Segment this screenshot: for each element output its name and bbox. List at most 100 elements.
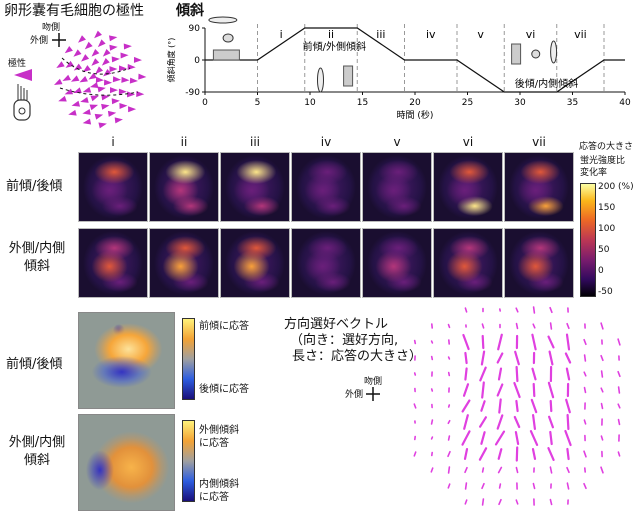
direction-vector-75 [498, 398, 502, 414]
direction-vector-10 [481, 323, 485, 329]
direction-vector-134 [464, 482, 468, 490]
direction-vector-124 [464, 466, 468, 474]
polarity-arrow-45 [127, 91, 136, 98]
column-label-iv: iv [320, 135, 332, 149]
roll-colorbar [182, 420, 195, 502]
vector-compass-rostral: 吻側 [364, 377, 383, 387]
y-tick-label: 0 [194, 56, 200, 66]
direction-vector-53 [565, 367, 571, 381]
direction-vector-114 [497, 448, 503, 460]
polarity-arrow-8 [101, 94, 110, 101]
hair-bundle-icon [13, 84, 31, 121]
pitch-heatmap-ii [149, 152, 219, 222]
polarity-arrow-4 [88, 72, 97, 80]
direction-vector-143 [481, 498, 485, 506]
direction-vector-0 [464, 307, 468, 313]
polarity-arrow-54 [78, 35, 86, 43]
polarity-arrow-30 [118, 88, 127, 95]
striola-line [59, 57, 139, 96]
direction-vector-78 [549, 399, 553, 413]
polarity-arrow-16 [112, 76, 121, 83]
direction-vector-40 [564, 352, 572, 364]
colorbar-tick: 0 [598, 266, 604, 276]
fish-tilted-icon [317, 65, 354, 93]
direction-vector-3 [515, 307, 519, 313]
direction-vector-72 [447, 404, 451, 408]
x-tick-label: 10 [304, 98, 316, 108]
colorbar-title-3: 変化率 [580, 168, 608, 178]
direction-vector-93 [583, 419, 587, 425]
direction-vector-147 [549, 498, 553, 506]
polarity-arrow-6 [103, 69, 112, 77]
direction-vector-123 [447, 466, 451, 474]
polarity-arrow-21 [73, 87, 82, 94]
direction-vector-26 [547, 335, 555, 349]
compass-cross-icon [52, 33, 66, 47]
direction-vector-65 [547, 381, 555, 399]
vector-compass-lateral: 外側 [345, 390, 364, 400]
direction-vector-133 [447, 483, 451, 489]
direction-vector-22 [481, 334, 485, 350]
label-pitch-lateral: 前傾/外側傾斜 [303, 40, 366, 53]
polarity-arrow-38 [73, 49, 82, 57]
y-axis-label: 傾斜角度 (°) [166, 38, 176, 83]
vector-legend-title: 方向選好ベクトル [284, 317, 389, 332]
direction-vector-127 [515, 466, 519, 474]
direction-vector-68 [600, 387, 604, 393]
column-label-vii: vii [532, 135, 546, 149]
polarity-arrow-49 [68, 109, 77, 116]
pitch-heatmap-vi [433, 152, 503, 222]
direction-vector-140 [566, 482, 570, 490]
vector-compass-cross-icon [366, 387, 380, 401]
direction-vector-36 [496, 352, 504, 364]
polarity-arrow-24 [81, 54, 90, 62]
direction-vector-142 [464, 499, 468, 505]
polarity-arrow-28 [118, 65, 127, 72]
roll-high-label: 外側傾斜 に応答 [199, 425, 239, 449]
polarity-arrow-3 [89, 82, 99, 88]
column-label-vi: vi [462, 135, 474, 149]
direction-vector-101 [494, 430, 506, 446]
hair-cell-polarity-map [54, 30, 147, 129]
bottom-row-label-pitch: 前傾/後傾 [6, 357, 63, 372]
right-title: 傾斜 [176, 3, 204, 19]
x-tick-label: 0 [202, 98, 208, 108]
pitch-low-label: 後傾に応答 [199, 384, 249, 395]
polarity-arrow-18 [101, 103, 110, 110]
direction-vector-130 [566, 466, 570, 474]
roll-heatmap-iv [291, 228, 361, 298]
polarity-arrow-27 [111, 56, 120, 63]
direction-vector-102 [514, 431, 520, 445]
direction-vector-17 [600, 322, 604, 330]
direction-vector-62 [496, 383, 504, 397]
polarity-arrow-58 [133, 56, 142, 63]
direction-vector-92 [566, 413, 570, 431]
direction-vector-54 [583, 371, 587, 377]
direction-vector-33 [447, 356, 451, 360]
direction-vector-34 [464, 351, 468, 365]
vector-legend-line2: （向き：選好方向, [290, 333, 399, 348]
direction-vector-74 [480, 400, 486, 412]
x-tick-label: 30 [514, 98, 526, 108]
polarity-arrow-36 [62, 74, 71, 82]
direction-vector-21 [462, 333, 470, 351]
direction-vector-88 [496, 414, 504, 430]
direction-vector-91 [548, 415, 554, 429]
polarity-arrow-46 [119, 102, 128, 109]
direction-vector-46 [447, 371, 451, 377]
polarity-arrow-14 [101, 57, 110, 66]
polarity-arrow-31 [107, 110, 117, 117]
pitch-colorbar [182, 318, 195, 400]
direction-vector-32 [430, 355, 434, 361]
direction-vector-81 [600, 402, 604, 410]
vector-legend-line3: 長さ：応答の大きさ） [292, 349, 423, 364]
direction-vector-56 [617, 370, 621, 378]
direction-vector-100 [480, 431, 486, 445]
polarity-arrow-32 [94, 113, 104, 120]
polarity-arrow-44 [129, 77, 138, 84]
polarity-arrow-10 [82, 86, 92, 93]
polarity-arrow-19 [89, 104, 99, 111]
direction-vector-145 [515, 499, 519, 505]
polarity-arrow-7 [110, 87, 118, 94]
polarity-arrow-34 [71, 100, 81, 107]
